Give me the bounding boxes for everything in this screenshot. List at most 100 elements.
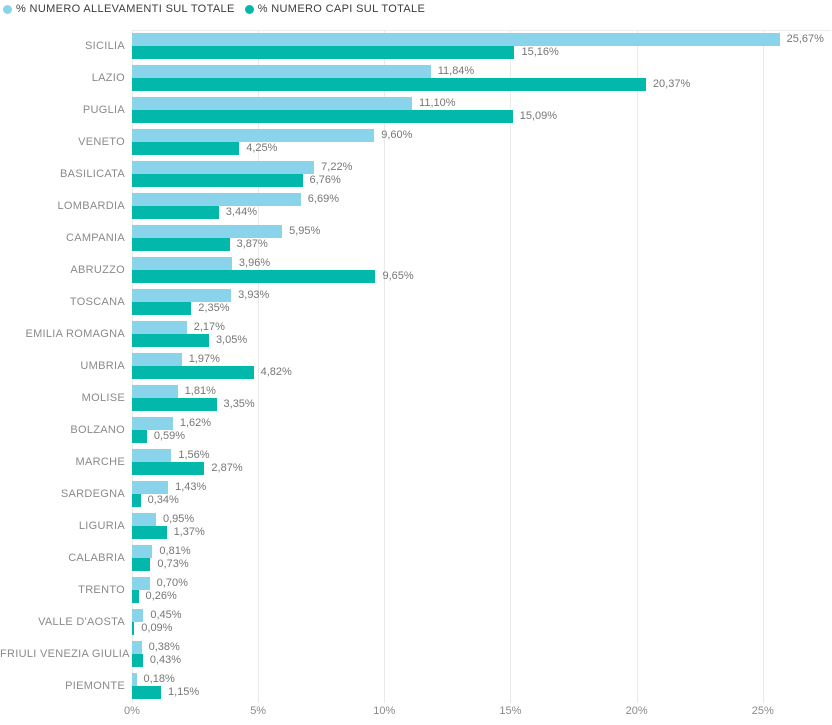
category-label: LOMBARDIA [57, 200, 125, 212]
bar-capi[interactable] [132, 206, 219, 219]
bar-allevamenti[interactable] [132, 129, 375, 142]
value-label: 0,81% [159, 545, 191, 557]
bar-capi[interactable] [132, 334, 209, 347]
bar-allevamenti[interactable] [132, 161, 315, 174]
category-label: TRENTO [78, 584, 125, 596]
value-label: 11,84% [437, 65, 475, 77]
bar-group: 0,95% 1,37% [132, 510, 832, 542]
bar-capi[interactable] [132, 622, 135, 635]
bar-capi[interactable] [132, 46, 515, 59]
legend-label-capi: % NUMERO CAPI SUL TOTALE [257, 3, 426, 15]
bar-group: 0,38% 0,43% [132, 638, 832, 670]
value-label: 1,15% [168, 686, 200, 698]
value-label: 5,95% [289, 225, 321, 237]
value-label: 0,70% [156, 577, 188, 589]
bar-group: 1,62% 0,59% [132, 414, 832, 446]
value-label: 7,22% [321, 161, 353, 173]
bar-allevamenti[interactable] [132, 97, 413, 110]
bar-allevamenti[interactable] [132, 481, 169, 494]
value-label: 0,34% [147, 494, 179, 506]
bar-capi[interactable] [132, 78, 646, 91]
bar-capi[interactable] [132, 238, 230, 251]
bar-group: 7,22% 6,76% [132, 158, 832, 190]
bar-allevamenti[interactable] [132, 33, 780, 46]
bar-capi[interactable] [132, 590, 139, 603]
category-label: SICILIA [84, 40, 125, 52]
bar-capi[interactable] [132, 142, 240, 155]
bar-allevamenti[interactable] [132, 673, 137, 686]
value-label: 0,95% [162, 513, 195, 525]
value-label: 1,56% [178, 449, 210, 461]
bar-capi[interactable] [132, 302, 192, 315]
bar-allevamenti[interactable] [132, 545, 153, 558]
bar-allevamenti[interactable] [132, 641, 142, 654]
bar-allevamenti[interactable] [132, 193, 301, 206]
value-label: 9,65% [382, 270, 414, 282]
bar-group: 3,93% 2,35% [132, 286, 832, 318]
bar-capi[interactable] [132, 366, 254, 379]
bar-group: 0,45% 0,09% [132, 606, 832, 638]
bar-allevamenti[interactable] [132, 65, 431, 78]
bar-capi[interactable] [132, 270, 376, 283]
legend-item-capi[interactable]: % NUMERO CAPI SUL TOTALE [244, 3, 426, 15]
x-tick-label: 20% [625, 705, 648, 717]
bar-capi[interactable] [132, 462, 205, 475]
x-tick-label: 15% [499, 705, 522, 717]
chart-row: BOLZANO 1,62% 0,59% [0, 414, 832, 446]
chart-row: LIGURIA 0,95% 1,37% [0, 510, 832, 542]
bar-group: 1,43% 0,34% [132, 478, 832, 510]
chart-row: CALABRIA 0,81% 0,73% [0, 542, 832, 574]
bar-allevamenti[interactable] [132, 577, 150, 590]
legend-marker-capi-icon [244, 4, 254, 14]
bar-capi[interactable] [132, 686, 161, 699]
value-label: 0,18% [143, 673, 175, 685]
bar-group: 9,60% 4,25% [132, 126, 832, 158]
bar-capi[interactable] [132, 558, 151, 571]
value-label: 0,26% [145, 590, 177, 602]
bar-capi[interactable] [132, 398, 217, 411]
value-label: 20,37% [652, 78, 691, 90]
category-label: TOSCANA [69, 296, 125, 308]
bar-allevamenti[interactable] [132, 609, 144, 622]
bar-capi[interactable] [132, 430, 147, 443]
bar-allevamenti[interactable] [132, 321, 187, 334]
bar-allevamenti[interactable] [132, 385, 178, 398]
value-label: 3,96% [238, 257, 271, 269]
value-label: 3,35% [223, 398, 255, 410]
chart-row: PIEMONTE 0,18% 1,15% [0, 670, 832, 702]
value-label: 0,09% [141, 622, 173, 634]
chart-row: PUGLIA 11,10% 15,09% [0, 94, 832, 126]
bar-allevamenti[interactable] [132, 257, 232, 270]
bar-group: 3,96% 9,65% [132, 254, 832, 286]
gridline [636, 31, 638, 703]
bar-capi[interactable] [132, 654, 143, 667]
category-label: CALABRIA [68, 552, 125, 564]
chart-row: SICILIA 25,67% 15,16% [0, 30, 832, 62]
bar-capi[interactable] [132, 494, 141, 507]
category-label: PUGLIA [82, 104, 125, 116]
value-label: 3,93% [238, 289, 270, 301]
gridline [258, 31, 260, 703]
chart-row: EMILIA ROMAGNA 2,17% 3,05% [0, 318, 832, 350]
legend: % NUMERO ALLEVAMENTI SUL TOTALE % NUMERO… [3, 3, 425, 15]
bar-allevamenti[interactable] [132, 449, 172, 462]
value-label: 0,43% [149, 654, 182, 666]
x-tick-label: 10% [373, 705, 396, 717]
bar-allevamenti[interactable] [132, 289, 232, 302]
bar-allevamenti[interactable] [132, 225, 283, 238]
bar-capi[interactable] [132, 174, 303, 187]
bar-capi[interactable] [132, 110, 513, 123]
legend-item-allevamenti[interactable]: % NUMERO ALLEVAMENTI SUL TOTALE [3, 3, 235, 15]
bar-group: 11,10% 15,09% [132, 94, 832, 126]
category-label: EMILIA ROMAGNA [25, 328, 125, 340]
bar-capi[interactable] [132, 526, 167, 539]
bar-allevamenti[interactable] [132, 417, 173, 430]
bar-allevamenti[interactable] [132, 353, 182, 366]
value-label: 6,76% [309, 174, 341, 186]
bar-group: 2,17% 3,05% [132, 318, 832, 350]
value-label: 0,38% [148, 641, 180, 653]
value-label: 6,69% [307, 193, 339, 205]
x-tick-label: 0% [124, 705, 140, 717]
bar-allevamenti[interactable] [132, 513, 156, 526]
